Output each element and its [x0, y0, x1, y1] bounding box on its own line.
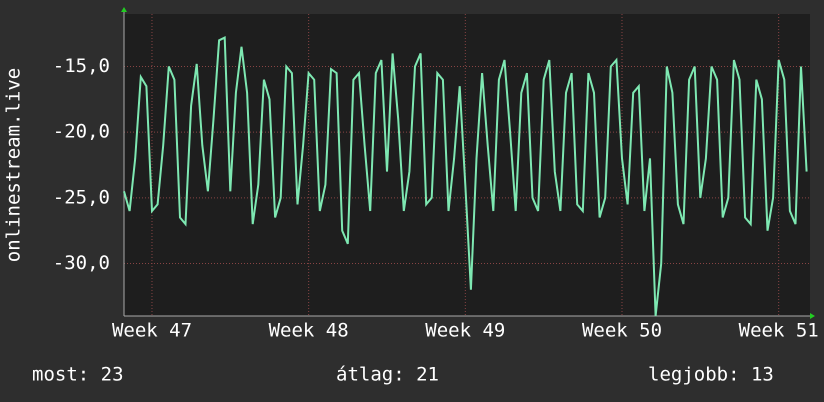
x-tick-label: Week 49 [425, 320, 505, 342]
y-tick-label: -30,0 [53, 252, 110, 274]
x-tick-label: Week 50 [582, 320, 662, 342]
y-tick-label: -25,0 [53, 186, 110, 208]
x-arrow [810, 313, 815, 319]
x-tick-label: Week 47 [112, 320, 192, 342]
y-arrow [121, 7, 127, 12]
y-tick-label: -20,0 [53, 121, 110, 143]
y-tick-label: -15,0 [53, 55, 110, 77]
plot-area [124, 14, 810, 316]
x-tick-label: Week 48 [269, 320, 349, 342]
footer-current: most: 23 [32, 364, 124, 386]
y-axis-label: onlinestream.live [3, 68, 25, 262]
footer-max: legjobb: 13 [648, 364, 774, 386]
data-line [123, 36, 808, 317]
footer-average: átlag: 21 [336, 364, 439, 386]
x-tick-label: Week 51 [739, 320, 819, 342]
